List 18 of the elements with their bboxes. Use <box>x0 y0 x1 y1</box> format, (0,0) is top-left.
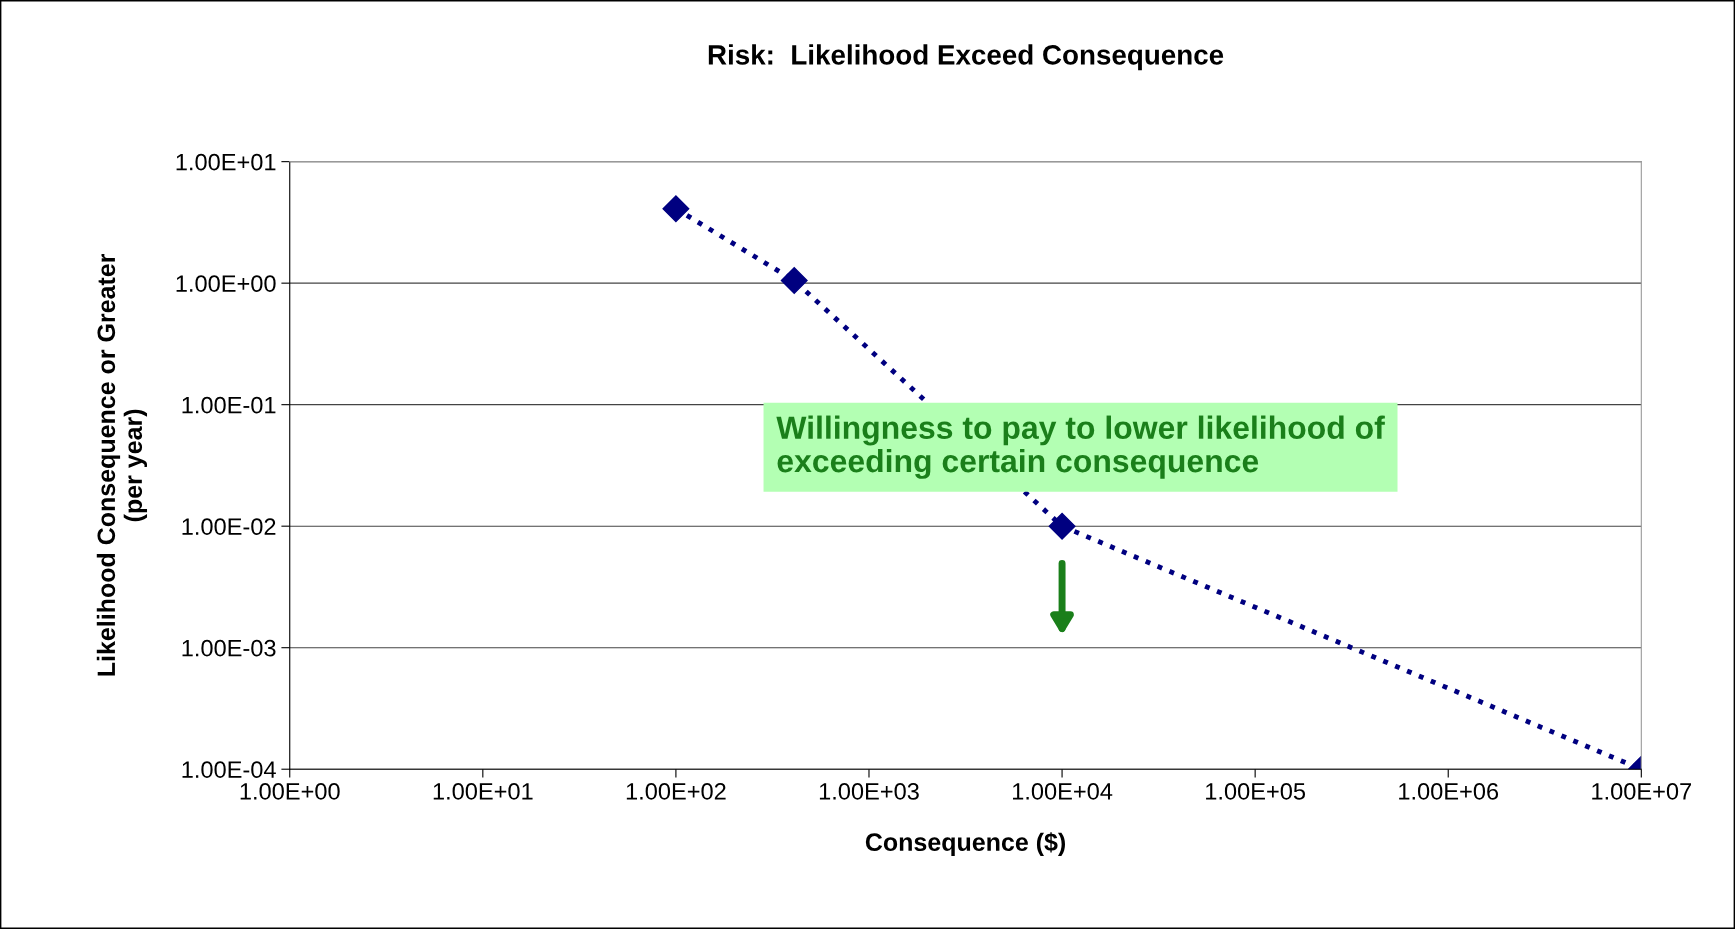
x-tick-label: 1.00E+04 <box>1012 783 1113 800</box>
y-axis-title: Likelihood Consequence or Greater (per year) <box>96 253 148 676</box>
x-tick-label: 1.00E+02 <box>626 783 726 800</box>
x-tick-label: 1.00E+03 <box>819 783 919 800</box>
x-tick-label: 1.00E+07 <box>1592 783 1691 800</box>
y-tick-label: 1.00E-02 <box>182 518 276 535</box>
x-axis-title: Consequence ($) <box>865 832 1066 856</box>
y-tick-label: 1.00E-04 <box>182 761 276 778</box>
x-tick-label: 1.00E+01 <box>433 783 533 800</box>
x-tick-label: 1.00E+05 <box>1206 783 1306 800</box>
y-tick-label: 1.00E+01 <box>176 153 276 171</box>
x-tick-label: 1.00E+00 <box>240 783 340 800</box>
x-tick-label: 1.00E+06 <box>1399 783 1499 800</box>
y-tick-label: 1.00E-01 <box>182 396 276 414</box>
chart-title: Risk: Likelihood Exceed Consequence <box>708 44 1224 71</box>
y-tick-label: 1.00E-03 <box>182 639 276 657</box>
y-tick-label: 1.00E+00 <box>176 275 276 292</box>
annotation: Willingness to pay to lower likelihood of exceeding certain consequence <box>776 415 1385 479</box>
